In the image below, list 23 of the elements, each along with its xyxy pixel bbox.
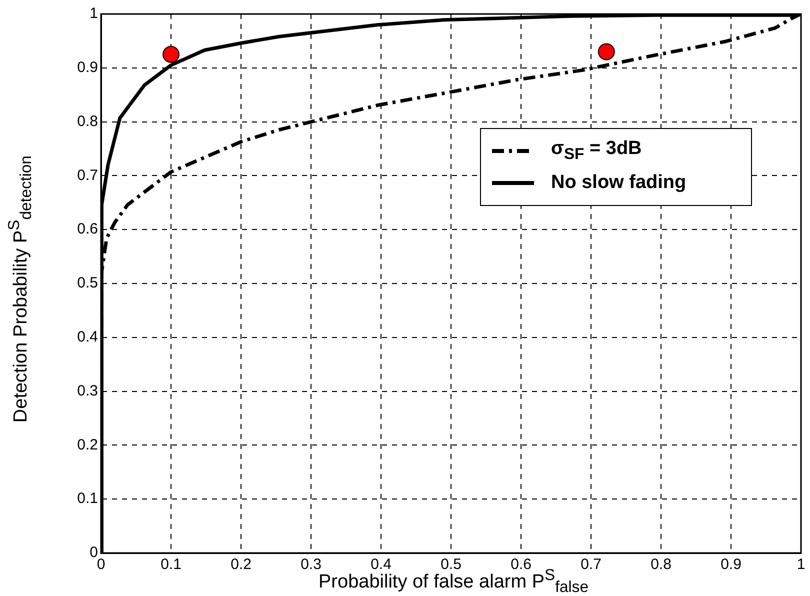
x-tick-label: 0.2 [230,556,252,574]
x-tick-label: 0.6 [510,556,532,574]
x-tick-label: 0.5 [440,556,462,574]
x-tick-label: 0.1 [160,556,182,574]
y-tick-label: 0.3 [77,382,98,400]
x-tick-label: 0.8 [650,556,672,574]
x-tick-label: 1 [796,556,806,574]
x-tick-label: 0.3 [300,556,322,574]
x-tick-label: 0.9 [720,556,742,574]
y-tick-label: 0 [90,544,98,562]
y-tick-label: 0.9 [77,59,98,76]
x-tick-label: 0.4 [370,556,392,574]
y-tick-label: 0.7 [77,166,98,184]
x-tick-label: 0.7 [580,556,602,574]
y-tick-label: 0.8 [77,112,98,130]
y-tick-label: 1 [90,5,98,22]
y-tick-label: 0.6 [77,220,98,238]
legend-label: No slow fading [551,172,686,194]
y-tick-label: 0.1 [77,490,98,508]
y-tick-label: 0.4 [77,328,98,346]
legend-label: σ$_{SF}$ = 3dB [551,138,642,164]
y-tick-label: 0.2 [77,436,98,454]
y-tick-label: 0.5 [77,274,98,292]
